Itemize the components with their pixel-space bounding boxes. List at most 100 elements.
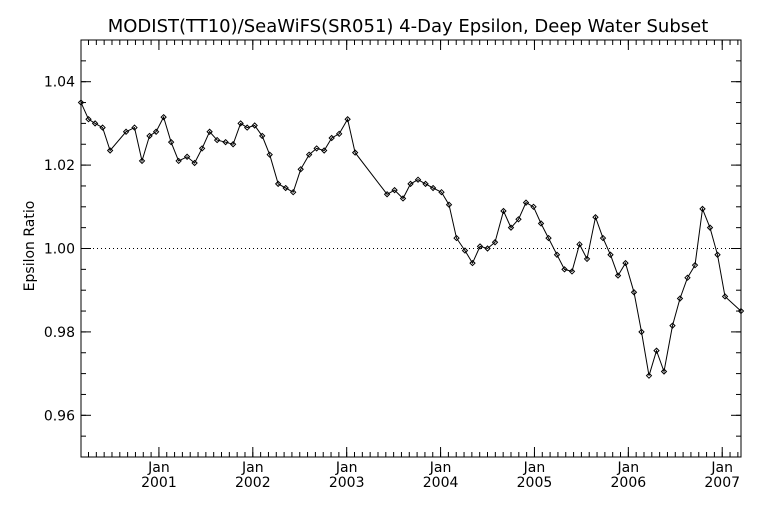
x-tick-label-year: 2005: [517, 475, 553, 491]
data-point-marker: [638, 328, 645, 336]
data-point-marker: [714, 251, 721, 258]
data-point-marker: [266, 151, 273, 158]
data-point-marker: [545, 234, 552, 242]
data-point-marker: [351, 149, 359, 156]
y-tick-label: 0.96: [44, 408, 75, 424]
y-axis-label: Epsilon Ratio: [22, 201, 38, 292]
data-point-marker: [407, 180, 414, 188]
data-point-marker: [630, 289, 638, 296]
data-point-marker: [614, 272, 622, 279]
data-point-marker: [138, 157, 146, 165]
x-tick-label-year: 2004: [423, 475, 459, 491]
data-point-marker: [500, 207, 507, 215]
data-point-marker: [515, 216, 522, 223]
data-point-marker: [175, 157, 182, 165]
data-point-marker: [251, 122, 258, 129]
y-tick-label: 1.02: [44, 158, 75, 174]
data-point-marker: [491, 239, 499, 246]
x-tick-label-month: Jan: [335, 460, 358, 476]
data-point-marker: [537, 220, 545, 227]
x-tick-label-month: Jan: [617, 460, 640, 476]
data-point-marker: [645, 372, 653, 379]
data-point-marker: [91, 120, 99, 127]
data-point-marker: [320, 147, 328, 154]
data-point-marker: [669, 322, 676, 329]
x-tick-label-year: 2002: [235, 475, 271, 491]
data-point-marker: [469, 259, 476, 267]
x-tick-label-year: 2006: [611, 475, 647, 491]
data-point-marker: [313, 145, 320, 152]
data-point-marker: [684, 274, 691, 281]
data-point-marker: [213, 136, 221, 144]
data-point-marker: [476, 243, 484, 250]
data-point-marker: [622, 259, 629, 267]
data-point-marker: [414, 176, 422, 183]
data-point-marker: [146, 132, 153, 140]
data-point-marker: [691, 261, 699, 269]
data-point-marker: [576, 241, 583, 248]
plot-area: 0.960.981.001.021.04Jan2001Jan2002Jan200…: [44, 39, 745, 491]
data-point-marker: [522, 199, 530, 206]
data-point-marker: [198, 145, 206, 152]
data-point-marker: [243, 124, 251, 131]
y-tick-label: 1.04: [44, 75, 75, 91]
y-tick-label: 0.98: [44, 325, 75, 341]
x-tick-label-month: Jan: [241, 460, 264, 476]
data-point-marker: [737, 307, 745, 315]
data-point-marker: [438, 188, 445, 196]
data-point-marker: [422, 180, 429, 188]
data-point-marker: [106, 147, 114, 154]
x-tick-label-year: 2007: [704, 475, 740, 491]
data-point-marker: [289, 188, 297, 196]
y-tick-label: 1.00: [44, 242, 75, 258]
data-point-marker: [167, 138, 175, 146]
data-point-marker: [122, 128, 130, 135]
data-point-marker: [429, 184, 437, 192]
plot-frame: [80, 39, 742, 458]
data-point-marker: [653, 347, 660, 354]
chart-title: MODIST(TT10)/SeaWiFS(SR051) 4-Day Epsilo…: [108, 16, 709, 37]
data-point-marker: [99, 124, 106, 131]
x-tick-label-month: Jan: [429, 460, 452, 476]
data-point-marker: [599, 234, 607, 242]
data-point-marker: [85, 116, 92, 123]
data-point-marker: [282, 184, 289, 192]
data-point-marker: [568, 268, 576, 275]
data-point-marker: [229, 141, 237, 148]
data-point-marker: [191, 159, 198, 167]
data-point-marker: [77, 99, 85, 106]
data-point-marker: [721, 293, 729, 300]
data-point-marker: [258, 132, 266, 140]
data-point-marker: [706, 224, 714, 231]
data-point-marker: [507, 224, 515, 231]
series-line: [80, 102, 742, 376]
data-point-marker: [699, 205, 706, 213]
data-point-marker: [305, 151, 313, 158]
data-point-marker: [530, 203, 537, 211]
data-point-marker: [553, 251, 561, 258]
x-tick-label-month: Jan: [523, 460, 546, 476]
x-tick-label-year: 2001: [141, 475, 177, 491]
data-point-marker: [461, 247, 469, 254]
data-point-marker: [237, 120, 244, 127]
data-point-marker: [160, 113, 167, 121]
data-point-marker: [445, 201, 453, 208]
x-tick-label-month: Jan: [710, 460, 733, 476]
data-point-marker: [274, 180, 282, 188]
data-point-marker: [660, 368, 668, 375]
data-point-marker: [399, 195, 407, 202]
data-point-marker: [391, 186, 398, 194]
data-point-marker: [328, 134, 335, 142]
data-point-marker: [583, 255, 591, 263]
data-point-marker: [383, 191, 391, 198]
data-point-marker: [344, 116, 351, 123]
x-tick-label-month: Jan: [147, 460, 170, 476]
data-point-marker: [222, 138, 229, 146]
data-point-marker: [453, 234, 460, 242]
data-point-marker: [561, 266, 568, 273]
data-point-marker: [592, 214, 599, 221]
x-tick-label-year: 2003: [329, 475, 365, 491]
data-point-marker: [335, 130, 343, 138]
